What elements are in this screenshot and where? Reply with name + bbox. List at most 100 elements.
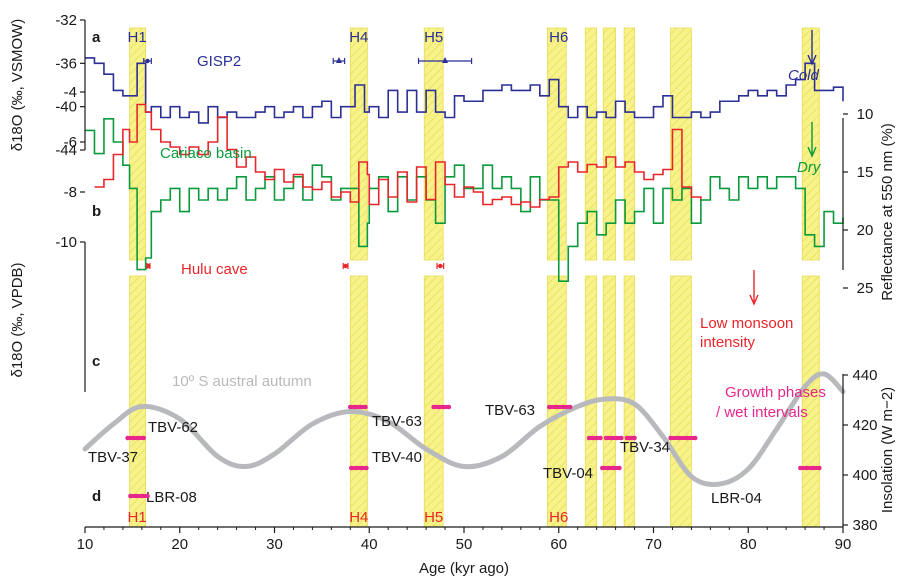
panel-letter-d: d [92,488,101,505]
x-tick-label: 70 [645,536,662,553]
left-tick-label-c: -8 [64,184,77,201]
growth-sample [692,435,698,441]
right-axis-label-d: Insolation (W m−2) [879,387,896,513]
left-tick-label-a: -44 [55,142,77,159]
growth-sample [560,404,566,410]
left-tick-label-c: -4 [64,84,77,101]
growth-sample [128,493,133,499]
growth-phases: TBV-62 TBV-37 LBR-08 TBV-63 TBV-40 TBV-63 TBV-… [88,402,822,507]
chart-labels: a b c d GISP2 Cariaco basin Hulu cave 10… [92,29,830,577]
left-tick-label-a: -36 [55,55,77,72]
error-bar-marker [442,57,449,63]
growth-sample [668,435,673,441]
heinrich-bands [129,27,820,528]
right-tick-label-d: 440 [852,367,877,384]
growth-sample [431,404,436,410]
band-upper [546,27,567,261]
series-label-insolation: 10º S austral autumn [172,373,312,390]
axes: H1 H4 H5 H6 H1 H4 H5 H6 10 20 30 40 50 60 70 80 90 -32 -36… [9,12,896,553]
growth-sample [618,435,624,441]
growth-sample [804,465,809,471]
error-bar-marker [146,263,151,269]
band-lower [546,275,567,528]
insolation-panel [82,371,846,487]
left-tick-label-a: -40 [55,99,77,116]
band-lower [349,275,368,528]
x-tick-label: 20 [171,536,188,553]
growth-phase-label: TBV-04 [543,465,593,482]
right-tick-label-b: 25 [857,280,874,297]
growth-sample [441,404,447,410]
growth-sample [354,465,359,471]
growth-phase-label: LBR-08 [146,489,197,506]
growth-sample [798,465,803,471]
growth-sample [567,404,573,410]
growth-sample [358,404,363,410]
band-upper [602,27,616,261]
panel-letter-c: c [92,353,100,370]
panel-letter-b: b [92,203,101,220]
error-bar-marker [145,58,150,64]
growth-phase-label: LBR-04 [711,490,762,507]
right-tick-label-d: 420 [852,417,877,434]
left-axis-label-c: δ18O (‰, VPDB) [9,262,26,377]
x-tick-label: 40 [361,536,378,553]
band-lower [801,275,820,528]
growth-sample [446,404,452,410]
growth-sample [133,493,139,499]
right-tick-label-b: 10 [857,106,874,123]
heinrich-label-top: H6 [549,29,568,46]
growth-sample [363,404,368,410]
error-bar-marker [438,263,443,269]
growth-sample [617,465,622,471]
band-upper [623,27,635,261]
growth-phase-label: TBV-40 [372,449,422,466]
error-bar-marker [335,57,342,63]
x-axis-label: Age (kyr ago) [419,560,509,577]
series-label-gisp2: GISP2 [197,53,241,70]
growth-sample [594,435,599,441]
growth-sample [600,465,605,471]
growth-sample [145,493,150,499]
x-tick-label: 10 [77,536,94,553]
growth-sample [130,435,136,441]
gisp2-line [85,57,844,124]
right-tick-label-b: 15 [857,164,874,181]
left-tick-label-c: -6 [64,134,77,151]
x-tick-label: 90 [835,536,852,553]
growth-sample [364,465,369,471]
growth-sample [353,404,358,410]
growth-sample [553,404,559,410]
series-label-hulu: Hulu cave [181,261,248,278]
growth-sample [632,435,637,441]
series-label-cariaco: Cariaco basin [160,145,252,162]
growth-sample [676,435,682,441]
right-tick-label-d: 400 [852,467,877,484]
x-tick-label: 50 [456,536,473,553]
band-lower [423,275,444,528]
right-axis-label-b: Reflectance at 550 nm (%) [879,123,896,301]
annotation-growth-phases: Growth phases / wet intervals [716,384,830,421]
growth-sample [546,404,552,410]
x-tick-label: 80 [740,536,757,553]
error-bar-marker [343,263,348,269]
growth-sample [598,435,603,441]
growth-sample [348,465,354,471]
heinrich-label-bottom: H5 [424,509,443,526]
growth-phase-label: TBV-63 [372,413,422,430]
growth-sample [603,435,609,441]
proxy-series [85,30,844,306]
growth-sample [348,404,353,410]
x-tick-label: 30 [266,536,283,553]
heinrich-label-bottom: H4 [349,509,368,526]
left-tick-label-a: -32 [55,12,77,29]
band-lower [670,275,692,528]
annotation-cold: Cold [788,67,820,84]
growth-sample [586,435,592,441]
annotation-low-monsoon: Low monsoon intensity [700,315,798,351]
cariaco-line [85,118,844,282]
growth-sample [608,435,614,441]
heinrich-label-bottom: H1 [128,509,147,526]
growth-sample [436,404,442,410]
left-tick-label-c: -10 [55,234,77,251]
